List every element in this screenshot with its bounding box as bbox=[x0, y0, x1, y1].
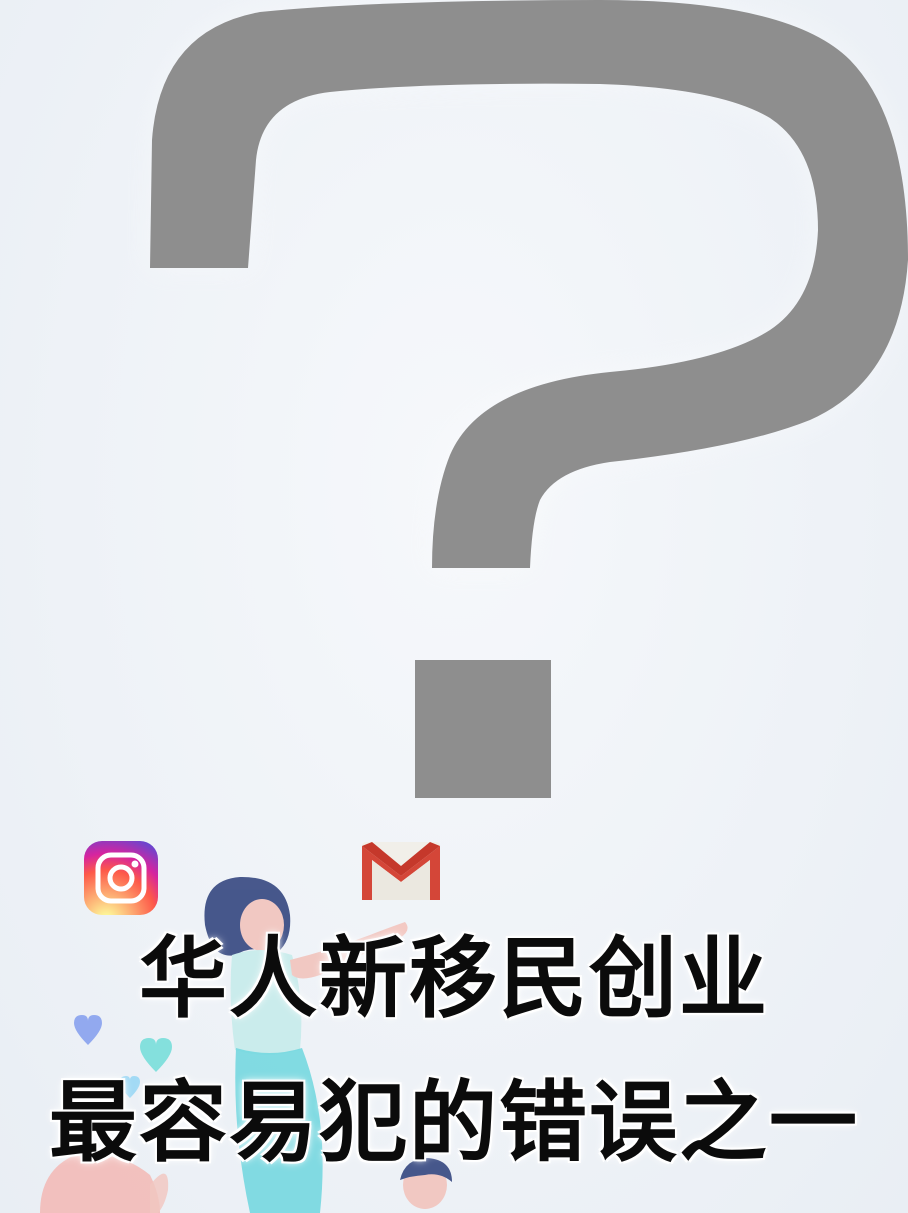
headline-line-1: 华人新移民创业 bbox=[138, 926, 769, 1030]
woman-pants bbox=[235, 1048, 323, 1213]
instagram-icon[interactable] bbox=[84, 841, 158, 915]
woman-torso bbox=[230, 950, 302, 1055]
heart-icon bbox=[120, 1076, 140, 1098]
woman-face bbox=[240, 899, 284, 951]
heart-icon bbox=[74, 1015, 102, 1045]
woman-arm bbox=[290, 922, 408, 979]
person-left bbox=[40, 1154, 160, 1213]
gmail-icon[interactable] bbox=[360, 840, 442, 902]
question-mark-hook bbox=[150, 0, 908, 568]
heart-icon bbox=[140, 1038, 172, 1072]
headline-line-2: 最容易犯的错误之一 bbox=[48, 1070, 859, 1174]
question-mark-dot bbox=[415, 660, 551, 798]
